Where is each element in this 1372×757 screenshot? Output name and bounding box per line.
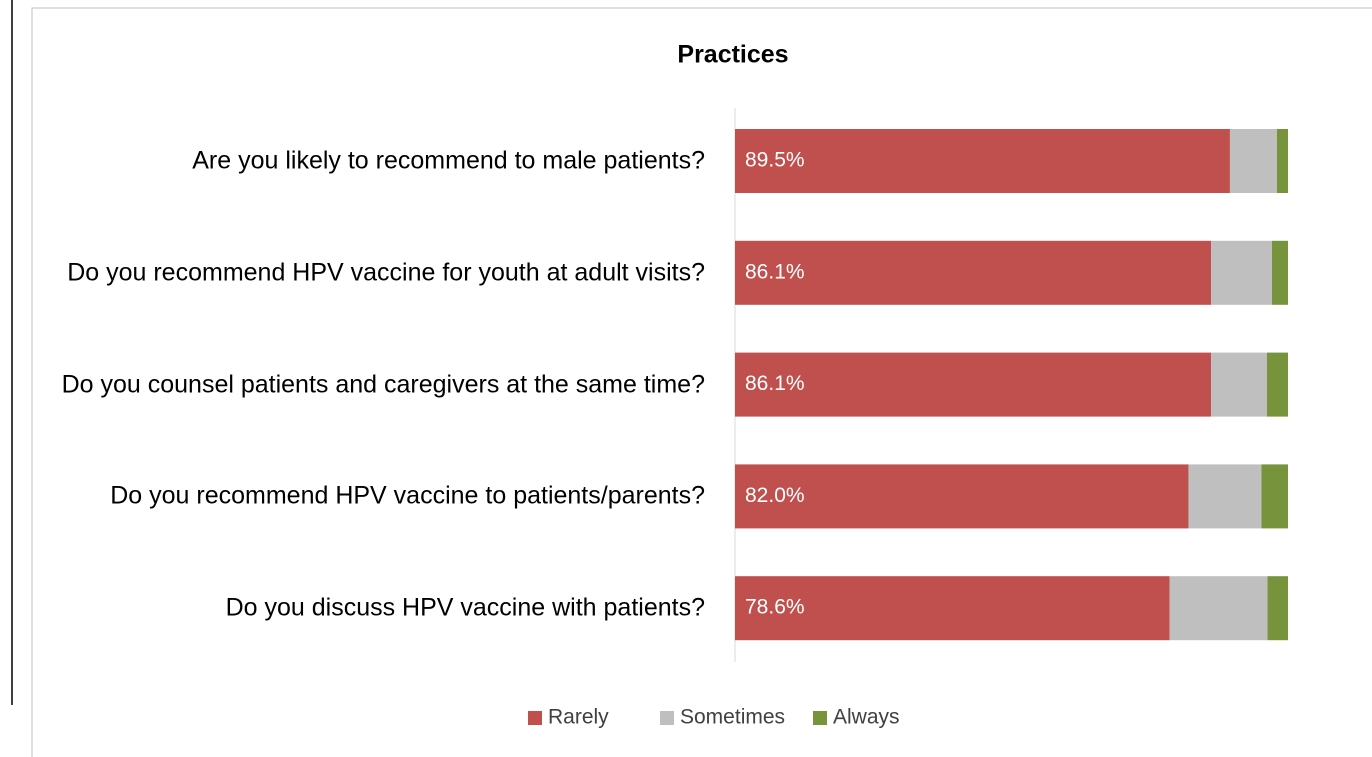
bar-segment [1169, 576, 1268, 641]
bar-segment [1267, 576, 1288, 641]
legend-label: Sometimes [680, 706, 785, 729]
bar-segment [1229, 129, 1277, 193]
data-label: 86.1% [745, 260, 805, 283]
bar-segment [735, 576, 1170, 641]
legend-label: Rarely [548, 706, 609, 729]
bar-segment [1261, 464, 1288, 529]
legend-swatch [660, 711, 674, 725]
category-label: Do you discuss HPV vaccine with patients… [225, 593, 705, 622]
data-label: 82.0% [745, 484, 805, 507]
data-label: 78.6% [745, 596, 805, 619]
category-label: Do you recommend HPV vaccine to patients… [110, 481, 705, 510]
legend-swatch [813, 711, 827, 725]
data-label: 89.5% [745, 149, 805, 172]
legend-label: Always [833, 706, 900, 729]
bar-segment [1211, 352, 1267, 417]
bar-segment [735, 129, 1230, 193]
bar-segment [1188, 464, 1262, 529]
bar-segment [735, 464, 1189, 529]
legend-swatch [528, 711, 542, 725]
bar-segment [735, 240, 1212, 305]
bar-segment [1211, 240, 1272, 305]
bar-segment [1266, 352, 1288, 417]
data-label: 86.1% [745, 372, 805, 395]
chart-border [31, 7, 1372, 757]
bar-segment [1276, 129, 1288, 193]
category-label: Do you recommend HPV vaccine for youth a… [67, 258, 705, 287]
category-label: Are you likely to recommend to male pati… [192, 146, 705, 175]
bar-segment [735, 352, 1212, 417]
bar-segment [1271, 240, 1288, 305]
chart-title: Practices [677, 41, 788, 69]
category-label: Do you counsel patients and caregivers a… [61, 370, 705, 399]
